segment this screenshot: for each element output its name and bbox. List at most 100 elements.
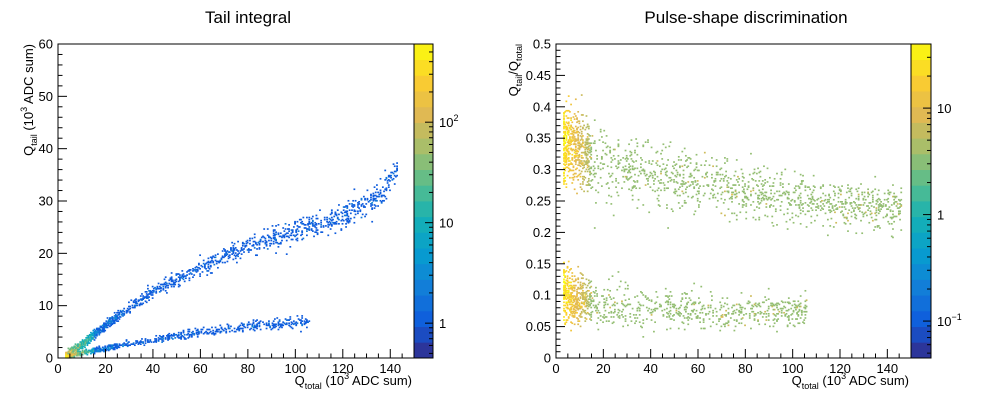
heatmap-cell: [81, 353, 84, 356]
heatmap-cell: [71, 354, 73, 357]
heatmap-cell: [803, 310, 806, 313]
heatmap-cell: [714, 177, 717, 180]
heatmap-cell: [573, 151, 576, 154]
heatmap-cell: [346, 210, 349, 213]
heatmap-cell: [276, 241, 279, 244]
heatmap-cell: [227, 251, 230, 253]
heatmap-cell: [779, 184, 782, 186]
heatmap-cell: [580, 310, 583, 313]
heatmap-cell: [329, 221, 332, 224]
heatmap-cell: [214, 330, 217, 333]
heatmap-cell: [574, 159, 577, 161]
heatmap-cell: [897, 207, 900, 209]
heatmap-cell: [155, 341, 158, 343]
heatmap-cell: [244, 326, 247, 329]
heatmap-cell: [624, 281, 627, 284]
heatmap-cell: [249, 328, 251, 331]
heatmap-cell: [725, 174, 727, 177]
heatmap-cell: [212, 331, 215, 334]
heatmap-cell: [71, 348, 73, 351]
heatmap-cell: [593, 142, 596, 145]
heatmap-cell: [91, 351, 94, 354]
heatmap-cell: [272, 230, 275, 232]
heatmap-cell: [78, 351, 80, 354]
heatmap-cell: [288, 319, 290, 321]
heatmap-cell: [892, 228, 894, 230]
heatmap-cell: [758, 216, 761, 219]
heatmap-cell: [897, 212, 900, 215]
heatmap-cell: [101, 349, 104, 352]
heatmap-cell: [642, 294, 645, 296]
heatmap-cell: [82, 341, 85, 343]
heatmap-cell: [758, 203, 761, 205]
heatmap-cell: [644, 141, 647, 143]
heatmap-cell: [582, 162, 584, 164]
heatmap-cell: [282, 235, 285, 238]
heatmap-cell: [580, 163, 583, 165]
heatmap-cell: [82, 343, 85, 345]
heatmap-cell: [668, 176, 671, 179]
heatmap-cell: [628, 163, 630, 165]
heatmap-cell: [186, 274, 188, 276]
heatmap-cell: [856, 190, 859, 193]
heatmap-cell: [587, 298, 590, 300]
x-tick-label: 40: [146, 361, 160, 376]
heatmap-cell: [589, 293, 591, 295]
heatmap-cell: [887, 220, 890, 223]
heatmap-cell: [565, 183, 568, 185]
heatmap-cell: [180, 337, 183, 339]
heatmap-cell: [141, 338, 143, 340]
heatmap-cell: [706, 184, 709, 186]
heatmap-cell: [565, 137, 568, 139]
heatmap-cell: [689, 312, 692, 315]
heatmap-cell: [580, 132, 583, 135]
heatmap-cell: [772, 308, 775, 311]
heatmap-cell: [272, 234, 275, 237]
heatmap-cell: [589, 170, 591, 173]
heatmap-cell: [587, 279, 590, 282]
heatmap-cell: [689, 158, 692, 160]
heatmap-cell: [307, 228, 309, 230]
heatmap-cell: [705, 314, 707, 316]
heatmap-cell: [78, 352, 80, 355]
heatmap-cell: [234, 330, 237, 333]
heatmap-cell: [759, 202, 762, 204]
heatmap-cell: [107, 323, 110, 326]
heatmap-cell: [97, 330, 99, 333]
heatmap-cell: [240, 249, 243, 251]
heatmap-cell: [580, 306, 583, 309]
heatmap-cell: [273, 238, 276, 241]
heatmap-cell: [177, 280, 180, 283]
heatmap-cell: [374, 199, 377, 202]
heatmap-cell: [571, 182, 574, 184]
heatmap-cell: [617, 145, 620, 148]
heatmap-cell: [563, 144, 565, 147]
heatmap-cell: [806, 210, 809, 213]
heatmap-cell: [125, 310, 128, 313]
heatmap-cell: [726, 160, 729, 162]
heatmap-cell: [795, 306, 797, 309]
heatmap-cell: [569, 152, 571, 155]
heatmap-cell: [693, 213, 696, 216]
heatmap-cell: [391, 179, 394, 181]
y-tick-label: 0.15: [526, 256, 551, 271]
heatmap-cell: [249, 242, 251, 245]
heatmap-cell: [566, 132, 569, 135]
heatmap-cell: [584, 152, 587, 155]
heatmap-cell: [577, 120, 580, 123]
heatmap-cell: [226, 323, 229, 326]
heatmap-cell: [169, 334, 172, 337]
heatmap-cell: [272, 240, 275, 243]
heatmap-cell: [832, 198, 835, 201]
heatmap-cell: [836, 207, 839, 209]
heatmap-cell: [567, 281, 570, 284]
heatmap-cell: [848, 190, 851, 193]
heatmap-cell: [120, 344, 123, 347]
heatmap-cell: [671, 303, 674, 306]
heatmap-cell: [163, 282, 166, 285]
heatmap-cell: [810, 221, 813, 224]
heatmap-cell: [564, 155, 567, 158]
heatmap-cell: [862, 213, 865, 216]
heatmap-cell: [772, 303, 775, 306]
heatmap-cell: [243, 323, 245, 326]
